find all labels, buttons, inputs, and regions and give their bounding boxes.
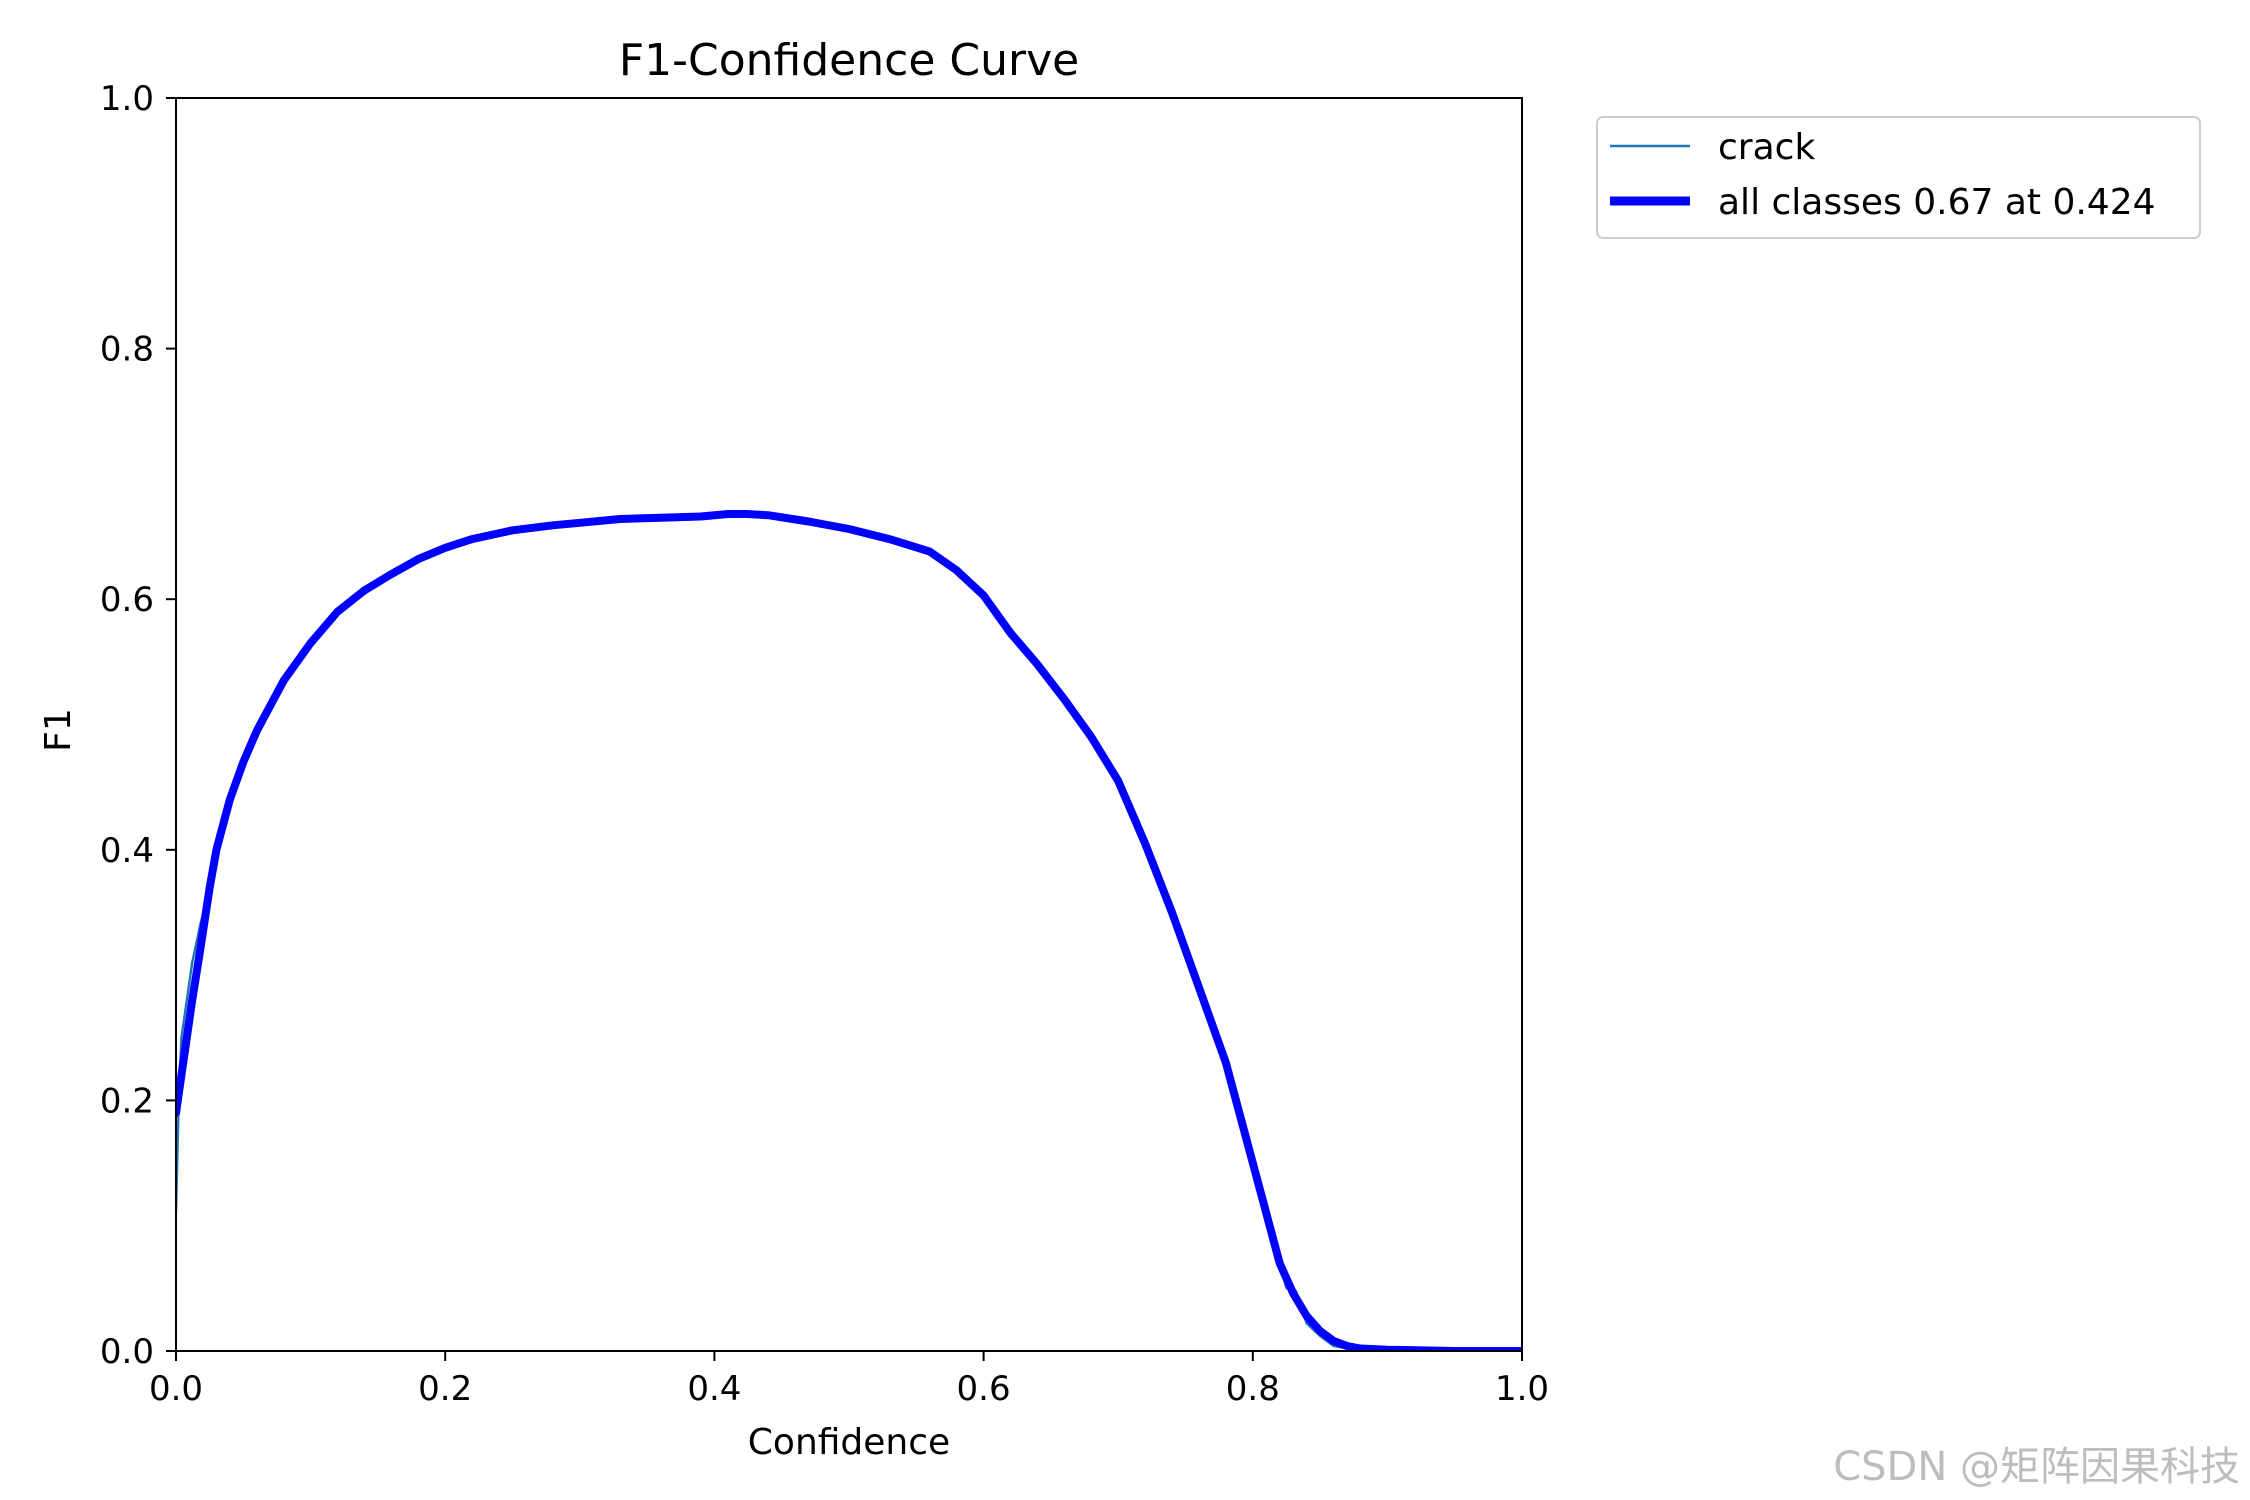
plot-area bbox=[175, 97, 1523, 1352]
x-tick-label: 0.2 bbox=[418, 1369, 472, 1409]
plot-frame bbox=[175, 97, 1523, 1352]
watermark-text: CSDN @矩阵因果科技 bbox=[1833, 1444, 2240, 1490]
x-tick-label: 0.4 bbox=[687, 1369, 741, 1409]
x-axis-label: Confidence bbox=[748, 1422, 950, 1463]
y-axis-ticks: 0.0 0.2 0.4 0.6 0.8 1.0 bbox=[100, 79, 176, 1372]
chart-title: F1-Confidence Curve bbox=[619, 35, 1079, 86]
legend: crack all classes 0.67 at 0.424 bbox=[1596, 116, 2201, 239]
y-tick-label: 1.0 bbox=[100, 79, 154, 119]
y-tick-label: 0.6 bbox=[100, 580, 154, 620]
y-tick-label: 0.4 bbox=[100, 831, 154, 871]
x-axis-ticks: 0.0 0.2 0.4 0.6 0.8 1.0 bbox=[149, 1351, 1549, 1409]
y-tick-label: 0.2 bbox=[100, 1081, 154, 1121]
legend-box bbox=[1596, 116, 2201, 239]
x-tick-label: 0.6 bbox=[957, 1369, 1011, 1409]
legend-label-all-classes: all classes 0.67 at 0.424 bbox=[1718, 182, 2156, 223]
y-axis-label: F1 bbox=[38, 708, 79, 752]
series-layer bbox=[176, 510, 1522, 1350]
y-tick-label: 0.0 bbox=[100, 1332, 154, 1372]
x-tick-label: 0.0 bbox=[149, 1369, 203, 1409]
series-line-all-classes bbox=[176, 510, 1522, 1350]
x-tick-label: 1.0 bbox=[1495, 1369, 1549, 1409]
y-tick-label: 0.8 bbox=[100, 330, 154, 370]
legend-label-crack: crack bbox=[1718, 127, 1815, 168]
x-tick-label: 0.8 bbox=[1226, 1369, 1280, 1409]
